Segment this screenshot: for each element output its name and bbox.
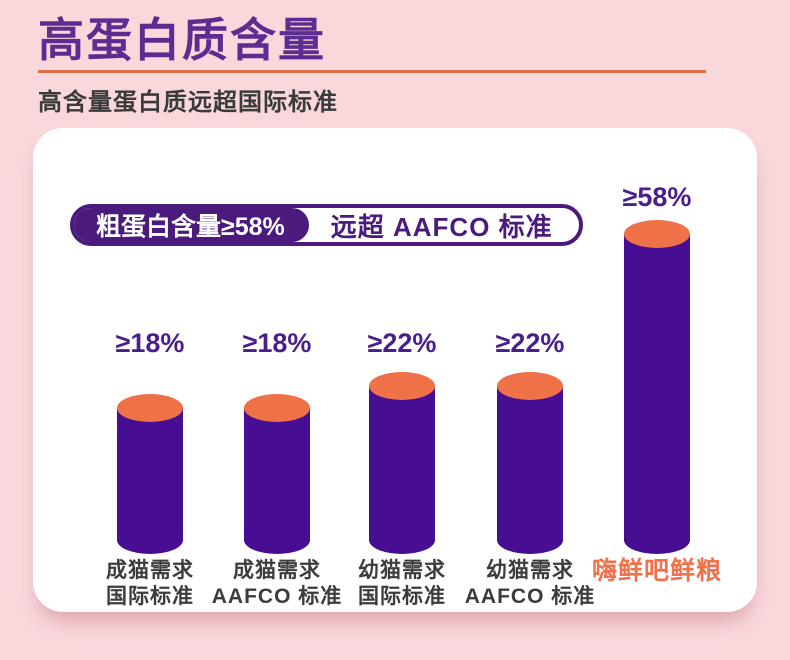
bar-category-label: 幼猫需求 国际标准: [358, 559, 446, 608]
bar-value-label: ≥58%: [622, 182, 692, 212]
badge-standard-claim: 远超 AAFCO 标准: [330, 211, 553, 242]
brand-category-label: 嗨鲜吧鲜粮: [591, 557, 722, 585]
bar-top-cap: [624, 220, 690, 248]
bar-cylinder: [244, 408, 310, 540]
bar-top-cap: [244, 394, 310, 422]
page-title: 高蛋白质含量: [38, 14, 326, 66]
bar-value-label: ≥18%: [115, 328, 185, 358]
bar-category-label: 成猫需求 AAFCO 标准: [211, 559, 343, 608]
bar-top-cap: [117, 394, 183, 422]
bar-value-label: ≥22%: [367, 328, 437, 358]
protein-claim-badge: 粗蛋白含量≥58% 远超 AAFCO 标准: [70, 204, 583, 246]
bar-bottom-cap: [497, 526, 563, 554]
chart-card: 粗蛋白含量≥58% 远超 AAFCO 标准 ≥18% 成猫需求 国际标准 ≥18% 成猫…: [33, 128, 757, 612]
badge-protein-value: 粗蛋白含量≥58%: [74, 208, 309, 242]
bar-category-label: 幼猫需求 AAFCO 标准: [464, 559, 596, 608]
bar-cylinder: [369, 386, 435, 540]
bar-top-cap: [369, 372, 435, 400]
bar-bottom-cap: [244, 526, 310, 554]
bar-cylinder: [497, 386, 563, 540]
bar-chart: ≥18% 成猫需求 国际标准 ≥18% 成猫需求 AAFCO 标准 ≥22% 幼猫需求 国际标准…: [33, 128, 757, 612]
bar-cylinder: [117, 408, 183, 540]
title-divider: [38, 70, 706, 73]
bar-bottom-cap: [117, 526, 183, 554]
bar-bottom-cap: [369, 526, 435, 554]
bar-value-label: ≥18%: [242, 328, 312, 358]
bar-category-label: 成猫需求 国际标准: [106, 559, 194, 608]
bar-top-cap: [497, 372, 563, 400]
bar-cylinder: [624, 234, 690, 540]
page-subtitle: 高含量蛋白质远超国际标准: [38, 89, 338, 116]
bar-value-label: ≥22%: [495, 328, 565, 358]
bar-bottom-cap: [624, 526, 690, 554]
